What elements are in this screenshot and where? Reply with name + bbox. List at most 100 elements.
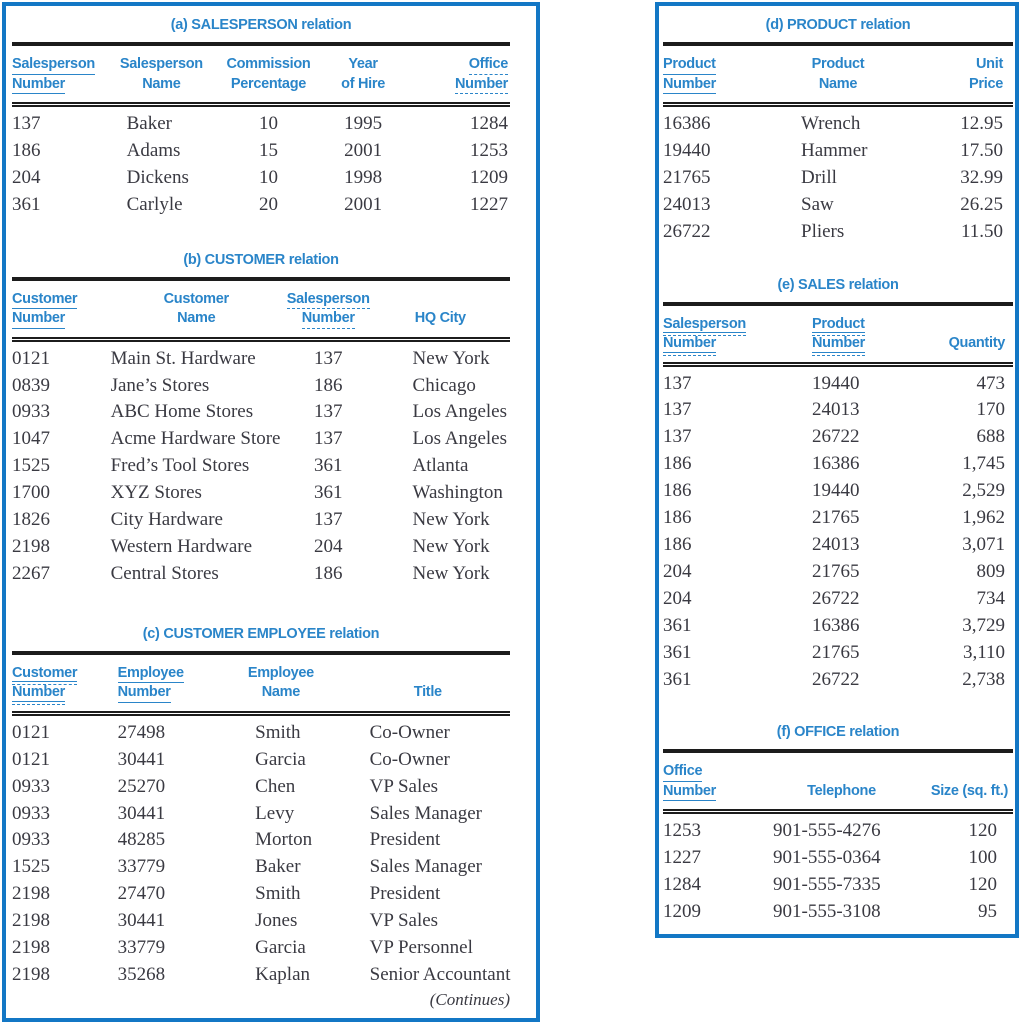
header-line: Number (12, 75, 107, 94)
foreign-key-underline: Salesperson (663, 315, 746, 337)
table-row: 2198 27470 Smith President (12, 881, 510, 908)
table-cell: Smith (255, 883, 301, 905)
primary-key-underline: Number (117, 684, 171, 703)
table-row: 19440 Hammer 17.50 (663, 138, 1013, 165)
table-cell: 186 (663, 453, 692, 475)
relation-table-c: Customer Number Employee Number Employee Name… (12, 650, 511, 989)
table-cell: 901-555-7335 (773, 874, 881, 896)
header-line: Salesperson (286, 290, 371, 310)
table-cell: Fred’s Tool Stores (110, 455, 250, 477)
table-cell: 361 (663, 668, 692, 690)
table-cell: 48285 (117, 829, 166, 851)
column-header: Employee Number (106, 650, 217, 716)
table-cell: New York (412, 535, 490, 557)
table-cell: VP Sales (369, 775, 439, 797)
table-row: 361 21765 3,110 (663, 640, 1013, 667)
relation-table-f: Office Number Telephone Size (sq. ft.) 1253 9… (663, 749, 1013, 926)
table-cell: New York (412, 347, 490, 369)
table-cell: Kaplan (255, 963, 311, 985)
table-cell: 27470 (117, 883, 166, 905)
table-cell: 1047 (12, 428, 50, 450)
table-cell: 24013 (663, 193, 711, 215)
relation-table-d: Product Number Product Name Unit Price 16386 Wr… (663, 42, 1013, 246)
column-header: Office Number (405, 42, 510, 107)
section-title: (f) OFFICE relation (776, 724, 900, 741)
primary-key-underline: Number (663, 75, 716, 94)
table-cell: Sales Manager (369, 802, 483, 824)
header-text: Salesperson (119, 56, 203, 72)
table-cell: Los Angeles (412, 428, 507, 450)
header-row: Product Number Product Name Unit Price (663, 42, 1013, 107)
foreign-key-underline: Number (663, 335, 716, 356)
table-cell: Sales Manager (369, 856, 483, 878)
table-cell: 137 (313, 509, 343, 531)
table-cell: 21765 (812, 560, 860, 582)
table-cell: 1995 (344, 113, 383, 134)
table-cell: 33779 (117, 856, 166, 878)
table-cell: New York (412, 509, 490, 531)
primary-key-underline: Number (12, 310, 65, 329)
primary-key-underline: Office (663, 763, 703, 782)
table-cell: 1253 (663, 820, 701, 842)
table-cell: VP Personnel (369, 937, 473, 959)
table-cell: 26722 (812, 587, 860, 609)
primary-key-underline: Salesperson (12, 56, 95, 75)
table-cell: 16386 (663, 113, 711, 134)
header-line: Number (286, 309, 371, 329)
table-cell: 12.95 (960, 113, 1003, 134)
table-cell: 120 (968, 820, 998, 842)
table-cell: 30441 (117, 748, 166, 770)
column-header: Year of Hire (320, 42, 406, 107)
header-row: Customer Number Employee Number Employee Name… (12, 650, 510, 716)
column-header: Customer Number (12, 276, 107, 342)
header-line: Name (107, 75, 217, 95)
header-row: Salesperson Number Salesperson Name Commissi… (12, 42, 510, 107)
primary-key-underline: Customer (12, 664, 78, 683)
table-row: 1209 901-555-3108 95 (663, 899, 1013, 926)
header-text: Name (142, 75, 181, 92)
foreign-key-underline: Number (301, 310, 355, 329)
table-row: 0839 Jane’s Stores 186 Chicago (12, 373, 510, 400)
header-row: Salesperson Number Product Number Quantity (663, 301, 1013, 367)
header-line: Name (107, 309, 286, 329)
header-line: Product (761, 55, 915, 75)
table-cell: 137 (313, 347, 343, 369)
table-row: 204 21765 809 (663, 559, 1013, 586)
table-cell: 26722 (663, 220, 711, 242)
table-cell: Co-Owner (369, 721, 450, 743)
table-row: 0933 48285 Morton President (12, 827, 510, 854)
header-line: Commission (216, 55, 321, 75)
table-row: 361 26722 2,738 (663, 667, 1013, 694)
table-row: 137 Baker 10 1995 1284 (12, 105, 510, 138)
table-cell: President (369, 829, 441, 851)
primary-key-underline: Product (663, 56, 716, 75)
table-cell: 361 (663, 614, 692, 636)
table-cell: 137 (663, 399, 692, 421)
column-header: Customer Number (12, 650, 107, 716)
table-cell: 0121 (12, 748, 50, 770)
table-row: 1826 City Hardware 137 New York (12, 507, 510, 534)
table-cell: 186 (313, 562, 343, 584)
table-cell: 3,729 (962, 614, 1005, 636)
table-cell: Carlyle (126, 193, 183, 215)
table-row: 1047 Acme Hardware Store 137 Los Angeles (12, 426, 510, 453)
header-line: Customer (12, 664, 107, 686)
table-cell: 204 (663, 587, 692, 609)
header-line: Telephone (761, 782, 922, 802)
table-cell: 1227 (470, 193, 508, 215)
table-cell: 3,071 (962, 533, 1005, 555)
table-row: 1525 33779 Baker Sales Manager (12, 854, 510, 881)
table-row: 21765 Drill 32.99 (663, 165, 1013, 192)
table-cell: 734 (976, 587, 1006, 609)
table-cell: 21765 (812, 641, 860, 663)
table-cell: 2198 (12, 535, 50, 557)
table-cell: 16386 (812, 453, 860, 475)
table-cell: 1209 (663, 901, 701, 923)
table-cell: 2198 (12, 963, 50, 985)
header-text: Employee (247, 664, 314, 681)
table-cell: 26722 (812, 426, 860, 448)
header-line: Customer (12, 290, 107, 310)
header-text: Unit (976, 56, 1003, 72)
table-row: 186 16386 1,745 (663, 451, 1013, 478)
table-row: 16386 Wrench 12.95 (663, 105, 1013, 138)
